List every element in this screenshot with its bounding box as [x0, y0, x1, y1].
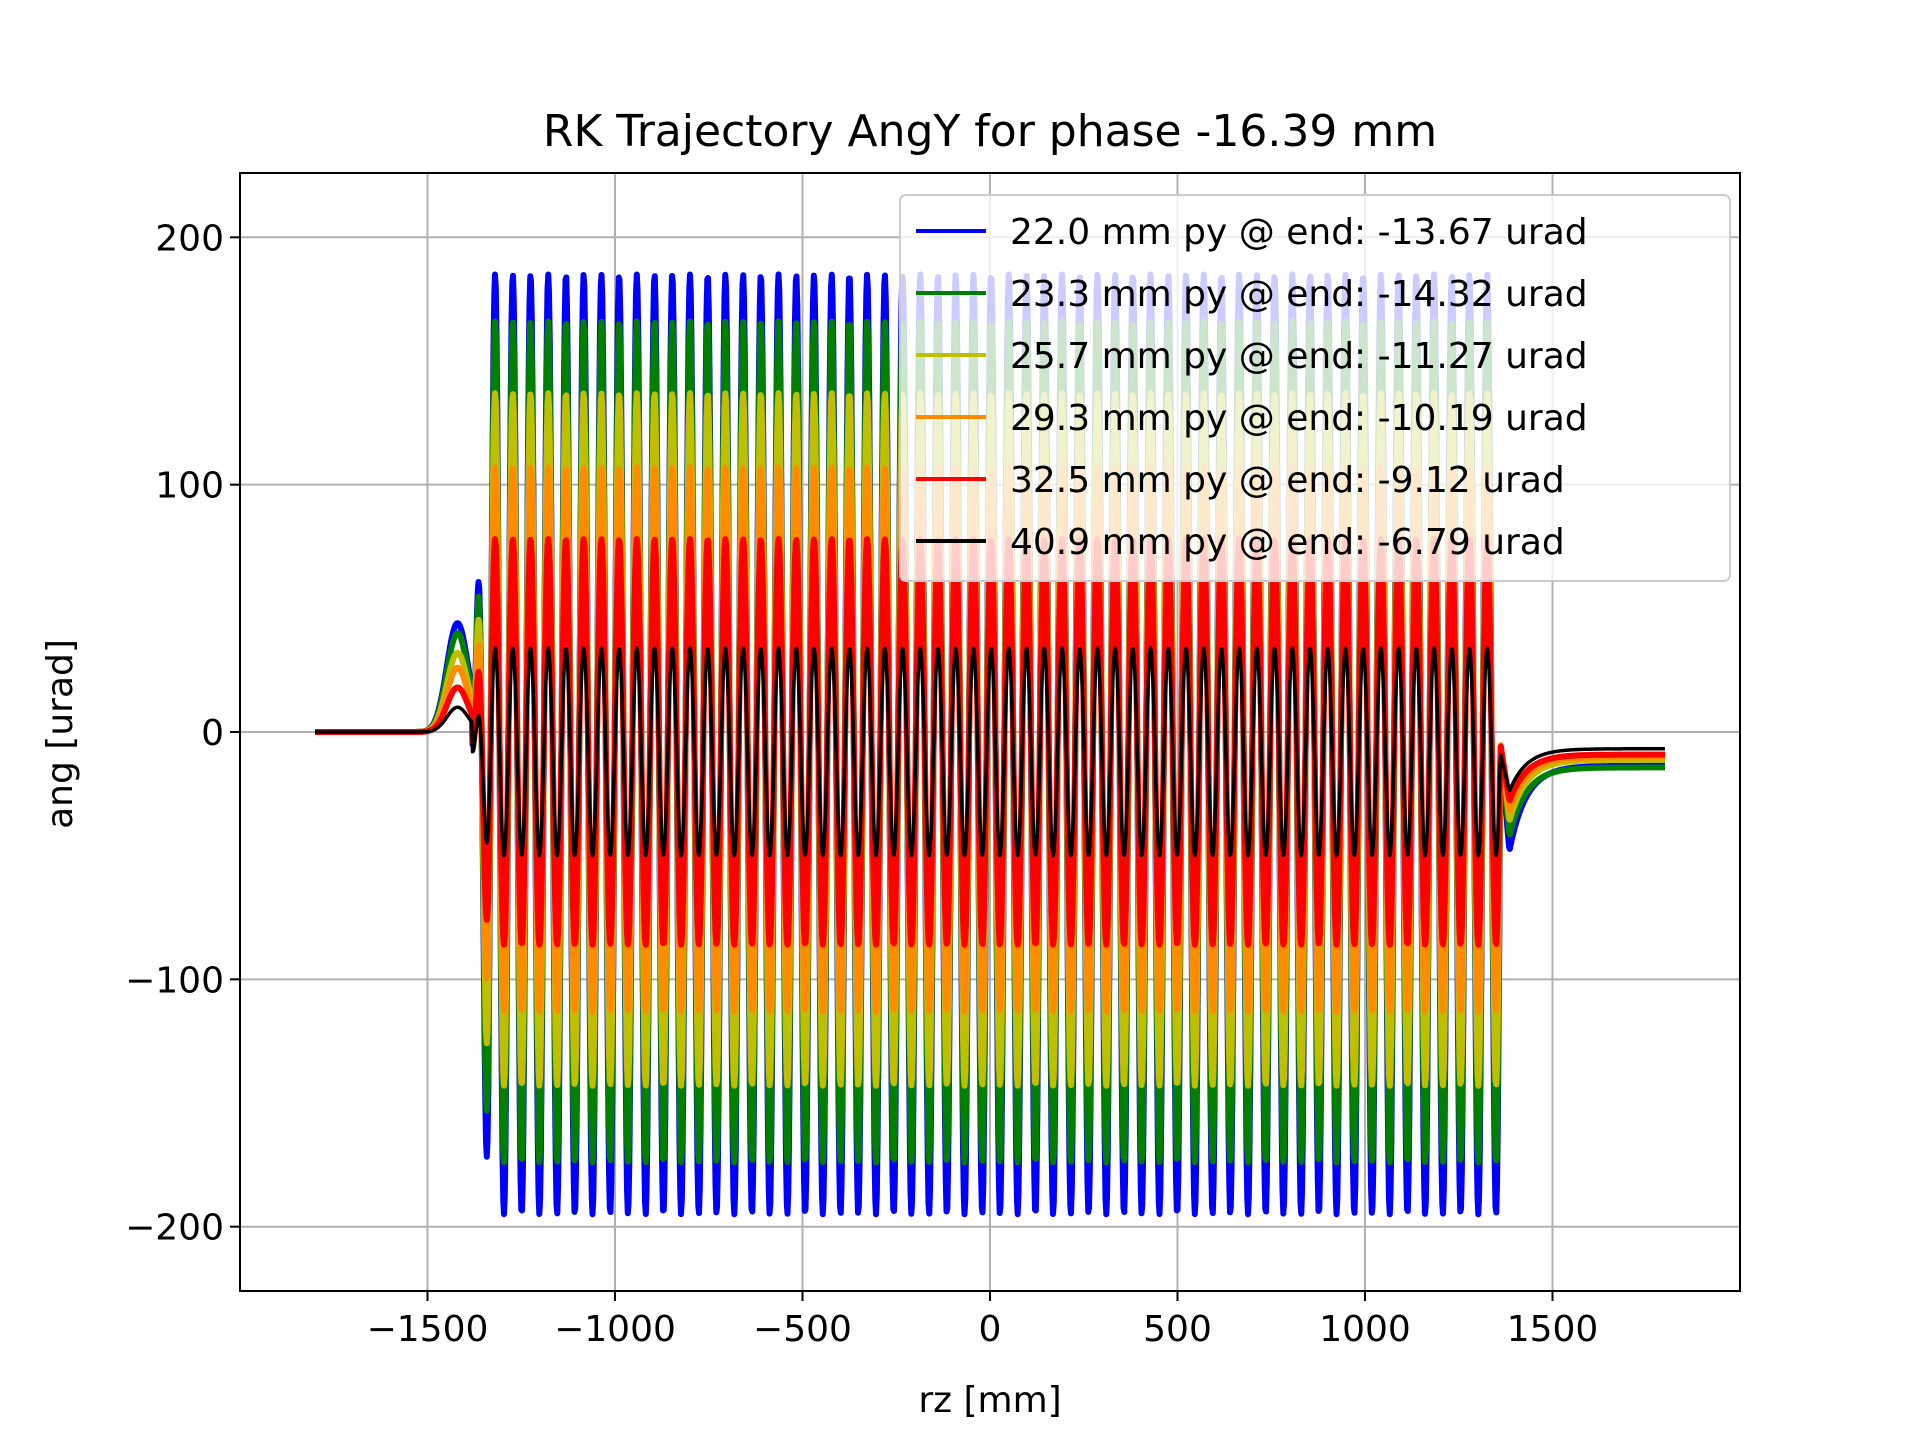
legend-label: 32.5 mm py @ end: -9.12 urad — [1010, 460, 1565, 501]
x-tick-label: 1000 — [1319, 1309, 1411, 1350]
chart-title: RK Trajectory AngY for phase -16.39 mm — [543, 106, 1437, 157]
y-tick-label: 0 — [201, 713, 224, 754]
x-axis-label: rz [mm] — [918, 1380, 1061, 1421]
legend-label: 23.3 mm py @ end: -14.32 urad — [1010, 274, 1588, 315]
y-axis-label: ang [urad] — [40, 639, 81, 829]
x-axis-ticks: −1500 −1000 −500 0 500 1000 1500 — [367, 1291, 1599, 1350]
y-tick-label: 200 — [155, 218, 224, 259]
y-axis-ticks: −200 −100 0 100 200 — [125, 218, 240, 1249]
y-tick-label: −100 — [125, 960, 224, 1001]
legend-label: 25.7 mm py @ end: -11.27 urad — [1010, 336, 1588, 377]
x-tick-label: −500 — [753, 1309, 852, 1350]
legend-box — [899, 194, 1731, 582]
y-tick-label: −200 — [125, 1208, 224, 1249]
series-line — [314, 646, 1667, 858]
x-tick-label: 0 — [979, 1309, 1002, 1350]
x-tick-label: 500 — [1143, 1309, 1212, 1350]
legend-label: 29.3 mm py @ end: -10.19 urad — [1010, 398, 1588, 439]
y-tick-label: 100 — [155, 466, 224, 507]
x-tick-label: −1000 — [554, 1309, 676, 1350]
x-tick-label: −1500 — [367, 1309, 489, 1350]
legend-label: 22.0 mm py @ end: -13.67 urad — [1010, 212, 1588, 253]
legend-label: 40.9 mm py @ end: -6.79 urad — [1010, 522, 1565, 563]
x-tick-label: 1500 — [1507, 1309, 1599, 1350]
legend: 22.0 mm py @ end: -13.67 urad 23.3 mm py … — [899, 194, 1731, 582]
